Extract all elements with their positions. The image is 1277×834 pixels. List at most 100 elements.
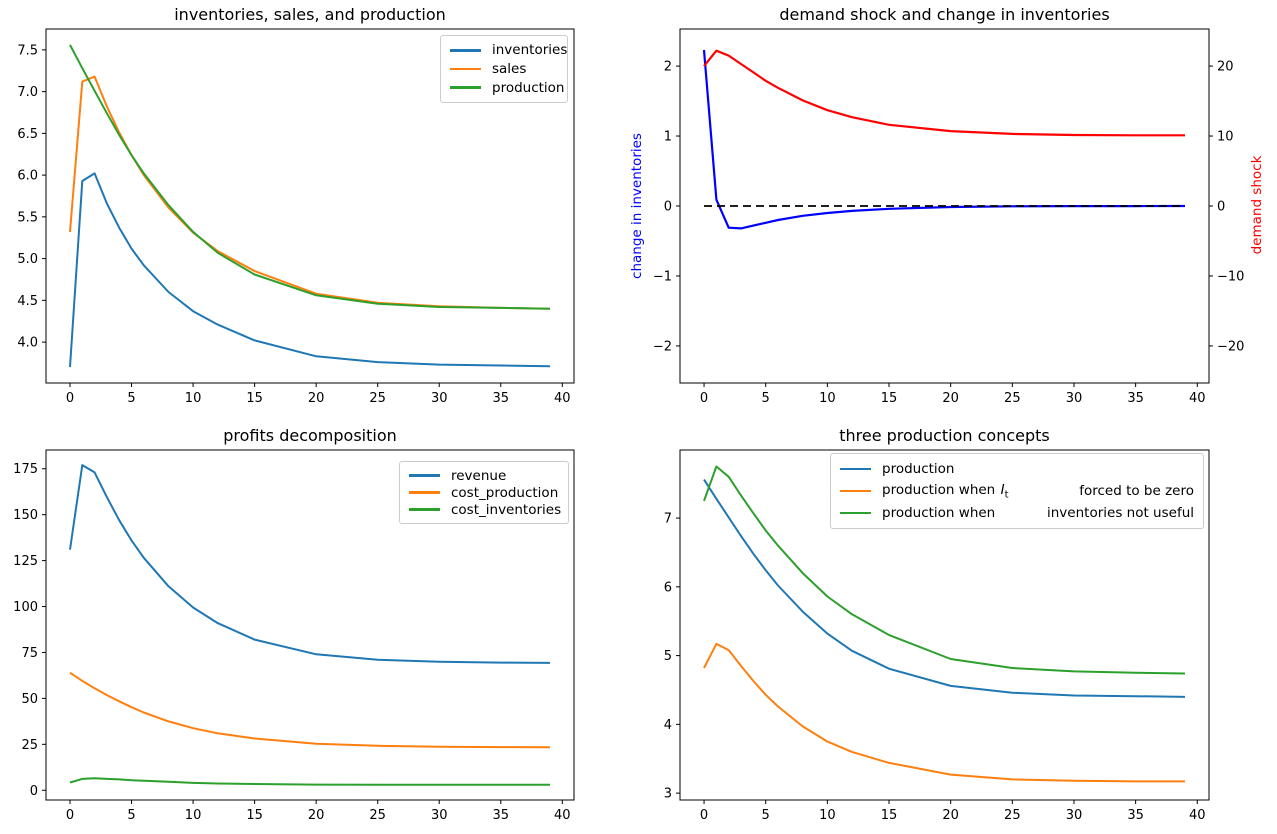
x-tick-label: 40 [1189, 808, 1206, 823]
y-tick-label: −2 [653, 339, 672, 354]
series-line-production-when-inventories-not-useful [703, 465, 1186, 675]
y-tick-label: 150 [13, 508, 38, 523]
y-axis-label-demand-shock: demand shock [1249, 155, 1265, 255]
x-tick-label: 20 [308, 391, 325, 406]
y-tick-label: 25 [21, 738, 38, 753]
x-tick-label: 25 [369, 808, 386, 823]
legend-line-sample-production-when-It-zero [840, 489, 871, 493]
y-tick-label: 4 [664, 718, 672, 733]
right-y-tick-label: −20 [1217, 339, 1244, 354]
y-tick-label: 4.5 [17, 294, 38, 309]
legend-label: sales [492, 60, 527, 77]
x-tick-label: 25 [369, 391, 386, 406]
x-tick-label: 0 [66, 391, 74, 406]
x-tick-label: 35 [1127, 391, 1144, 406]
legend-label: cost_production [451, 484, 559, 501]
y-tick-label: 175 [13, 462, 38, 477]
x-tick-label: 0 [700, 808, 708, 823]
legend-label: production when [882, 504, 996, 521]
y-tick-label: 1 [664, 130, 672, 145]
x-tick-label: 30 [1066, 808, 1083, 823]
x-tick-label: 5 [127, 391, 135, 406]
chart-title-profits-decomposition: profits decomposition [223, 426, 397, 445]
legend-line-sample-sales [450, 67, 481, 71]
y-tick-label: 2 [664, 60, 672, 75]
x-tick-label: 20 [942, 391, 959, 406]
legend-inventories-sales-production: inventories sales production [440, 35, 568, 103]
legend-item: inventories [450, 42, 567, 58]
x-tick-label: 10 [185, 808, 202, 823]
x-tick-label: 30 [431, 808, 448, 823]
right-y-tick-label: 20 [1217, 60, 1234, 75]
legend-label-prefix: production when [882, 481, 996, 498]
legend-label: revenue [451, 467, 507, 484]
math-sub-t: t [1004, 489, 1009, 501]
legend-label: cost_inventories [451, 501, 562, 518]
x-tick-label: 20 [942, 808, 959, 823]
y-tick-label: 5.0 [17, 252, 38, 267]
chart-title-inventories-sales-production: inventories, sales, and production [174, 5, 446, 24]
y-tick-label: 125 [13, 554, 38, 569]
x-tick-label: 0 [66, 808, 74, 823]
x-tick-label: 40 [554, 391, 571, 406]
x-tick-label: 35 [492, 391, 509, 406]
y-tick-label: 6.0 [17, 169, 38, 184]
y-tick-label: 7 [664, 512, 672, 527]
legend-item: sales [450, 61, 558, 77]
legend-profits-decomposition: revenue cost_production cost_inventories [399, 461, 569, 524]
series-line-production [703, 479, 1186, 698]
x-tick-label: 15 [246, 808, 263, 823]
y-tick-label: 3 [664, 787, 672, 802]
series-line-demand-shock [703, 49, 1185, 137]
y-tick-label: 6 [664, 580, 672, 595]
right-y-tick-label: 10 [1217, 130, 1234, 145]
legend-item: production when inventories not useful [840, 505, 1194, 521]
y-tick-label: 5 [664, 649, 672, 664]
series-line-sales [69, 75, 551, 310]
right-y-tick-label: −10 [1217, 269, 1244, 284]
legend-line-sample-production [450, 86, 481, 89]
legend-label: inventories [492, 42, 568, 59]
legend-line-sample-production-no-inventories [840, 511, 871, 515]
legend-label: production [882, 461, 955, 478]
x-tick-label: 5 [127, 808, 135, 823]
x-tick-label: 35 [492, 808, 509, 823]
legend-label-suffix: inventories not useful [1047, 504, 1194, 521]
x-tick-label: 5 [762, 808, 770, 823]
legend-line-sample-inventories [450, 49, 481, 52]
y-tick-label: 4.0 [17, 336, 38, 351]
y-tick-label: 75 [21, 646, 38, 661]
axes-frame [679, 449, 1210, 801]
axes-frame [45, 28, 575, 384]
y-tick-label: 100 [13, 600, 38, 615]
legend-line-sample-production [840, 467, 871, 471]
legend-item: cost_production [409, 485, 559, 501]
legend-line-sample-cost-production [409, 491, 440, 494]
series-line-production [69, 44, 551, 310]
axes-frame [45, 449, 575, 801]
y-tick-label: 50 [21, 692, 38, 707]
x-tick-label: 10 [185, 391, 202, 406]
x-tick-label: 10 [819, 808, 836, 823]
right-y-tick-label: 0 [1217, 200, 1225, 215]
x-tick-label: 5 [762, 391, 770, 406]
legend-label-suffix: forced to be zero [1079, 483, 1194, 499]
series-line-change-in-inventories [702, 49, 1186, 230]
legend-item: production [840, 461, 1194, 477]
y-tick-label: 0 [664, 200, 672, 215]
x-tick-label: 15 [881, 808, 898, 823]
legend-line-sample-revenue [409, 474, 440, 477]
math-var-I: I [1000, 481, 1005, 498]
series-line-revenue [69, 464, 551, 664]
x-tick-label: 40 [1189, 391, 1206, 406]
series-line-cost-production [69, 671, 551, 749]
series-line-production-when-i-t-forced-to-be-zero [703, 642, 1185, 783]
legend-three-production-concepts: production production when It forced to … [830, 453, 1204, 529]
x-tick-label: 35 [1127, 808, 1144, 823]
series-line-inventories [69, 172, 551, 368]
legend-item: production when It forced to be zero [840, 482, 1194, 501]
legend-label: production when It [882, 482, 1009, 501]
y-tick-label: 7.5 [17, 43, 38, 58]
x-tick-label: 25 [1004, 391, 1021, 406]
